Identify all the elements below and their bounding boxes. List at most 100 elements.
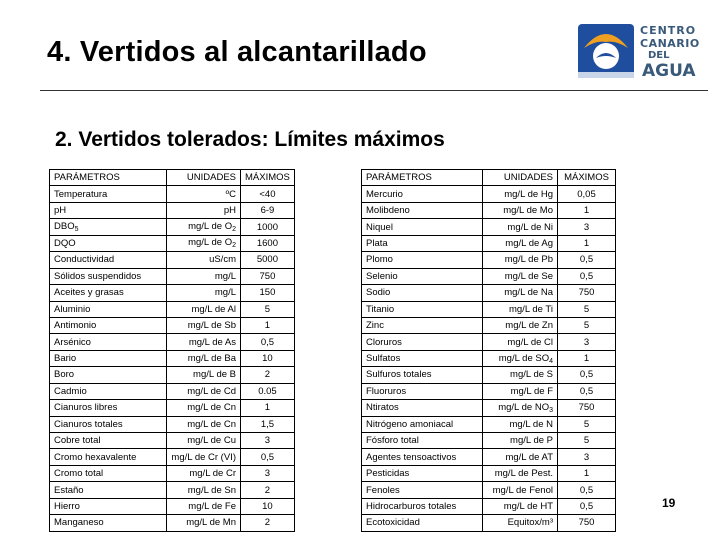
table-row: Aluminio mg/L de Al 5 <box>49 300 295 318</box>
unit-cell: mg/L de Ni <box>482 218 558 236</box>
table-row: Cobre total mg/L de Cu 3 <box>49 431 295 450</box>
unit-cell: mg/L de Pb <box>482 251 558 269</box>
limits-table-left: PARÁMETROS UNIDADES MÁXIMOS Temperatura º… <box>49 168 295 532</box>
table-row: Manganeso mg/L de Mn 2 <box>49 514 295 532</box>
parameter-cell: Plomo <box>361 251 483 269</box>
parameter-cell: Agentes tensoactivos <box>361 448 483 466</box>
parameter-cell: Sulfuros totales <box>361 366 483 384</box>
table-row: pH pH 6-9 <box>49 201 295 220</box>
unit-cell: mg/L de S <box>482 366 558 384</box>
unit-cell: mg/L de NO3 <box>482 399 558 417</box>
unit-cell: mg/L de Mo <box>482 201 558 220</box>
max-value-cell: 0,5 <box>557 382 616 401</box>
parameter-cell: Ecotoxicidad <box>361 514 483 532</box>
table-row: Plomo mg/L de Pb 0,5 <box>361 251 616 269</box>
unit-cell: mg/L de Ba <box>166 349 241 368</box>
table-header-row: PARÁMETROS UNIDADES MÁXIMOS <box>361 168 616 187</box>
table-header-row: PARÁMETROS UNIDADES MÁXIMOS <box>49 168 295 187</box>
parameter-cell: DQO <box>49 234 167 253</box>
parameter-cell: Sulfatos <box>361 349 483 368</box>
parameter-cell: Cloruros <box>361 333 483 351</box>
max-value-cell: 0,05 <box>557 185 616 203</box>
parameter-cell: DBO5 <box>49 218 167 236</box>
unit-cell: mg/L de Na <box>482 284 558 302</box>
max-value-cell: 1600 <box>240 234 295 253</box>
max-value-cell: 750 <box>557 284 616 302</box>
unit-cell: mg/L de B <box>166 366 241 384</box>
max-value-cell: 1,5 <box>240 415 295 434</box>
max-value-cell: 5 <box>557 415 616 434</box>
section-subtitle: 2. Vertidos tolerados: Límites máximos <box>55 128 445 151</box>
unit-cell: mg/L de Zn <box>482 316 558 335</box>
table-row: Cromo hexavalente mg/L de Cr (VI) 0,5 <box>49 448 295 466</box>
max-value-cell: 750 <box>557 514 616 532</box>
table-row: DQO mg/L de O2 1600 <box>49 234 295 253</box>
parameter-cell: Niquel <box>361 218 483 236</box>
table-row: Plata mg/L de Ag 1 <box>361 234 616 253</box>
max-value-cell: 5 <box>557 300 616 318</box>
max-value-cell: <40 <box>240 185 295 203</box>
logo-text-line-4: AGUA <box>642 61 696 81</box>
max-value-cell: 0,5 <box>557 481 616 499</box>
max-value-cell: 10 <box>240 497 295 516</box>
parameter-cell: Cianuros totales <box>49 415 167 434</box>
table-row: Aceites y grasas mg/L 150 <box>49 284 295 302</box>
parameter-cell: Boro <box>49 366 167 384</box>
unit-cell: mg/L de O2 <box>166 234 241 253</box>
table-row: Sólidos suspendidos mg/L 750 <box>49 267 295 286</box>
max-value-cell: 3 <box>240 431 295 450</box>
unit-cell: mg/L de Fe <box>166 497 241 516</box>
table-row: Bario mg/L de Ba 10 <box>49 349 295 368</box>
max-value-cell: 5 <box>240 300 295 318</box>
max-value-cell: 5000 <box>240 251 295 269</box>
parameter-cell: Cromo total <box>49 464 167 483</box>
max-value-cell: 0,5 <box>557 251 616 269</box>
unit-cell: mg/L de Ag <box>482 234 558 253</box>
unit-cell: Equitox/m³ <box>482 514 558 532</box>
parameter-cell: Arsénico <box>49 333 167 351</box>
max-value-cell: 1000 <box>240 218 295 236</box>
unit-cell: mg/L de Cl <box>482 333 558 351</box>
max-value-cell: 10 <box>240 349 295 368</box>
unit-cell: pH <box>166 201 241 220</box>
subscript: 3 <box>549 406 553 414</box>
max-value-cell: 1 <box>557 349 616 368</box>
header-divider <box>40 90 708 91</box>
unit-cell: mg/L de Sn <box>166 481 241 499</box>
subscript: 2 <box>232 226 236 234</box>
max-value-cell: 0.05 <box>240 382 295 401</box>
table-row: Zinc mg/L de Zn 5 <box>361 316 616 335</box>
parameter-cell: Manganeso <box>49 514 167 532</box>
table-row: Cianuros libres mg/L de Cn 1 <box>49 399 295 417</box>
unit-cell: mg/L de Pest. <box>482 464 558 483</box>
unit-cell: mg/L <box>166 267 241 286</box>
table-row: Mercurio mg/L de Hg 0,05 <box>361 185 616 203</box>
max-value-cell: 6-9 <box>240 201 295 220</box>
unit-cell: mg/L de Sb <box>166 316 241 335</box>
parameter-cell: Sólidos suspendidos <box>49 267 167 286</box>
parameter-cell: Estaño <box>49 481 167 499</box>
table-row: Niquel mg/L de Ni 3 <box>361 218 616 236</box>
max-value-cell: 2 <box>240 514 295 532</box>
unit-cell: mg/L de Cd <box>166 382 241 401</box>
unit-cell: mg/L de Cr (VI) <box>166 448 241 466</box>
unit-cell: mg/L de Mn <box>166 514 241 532</box>
max-value-cell: 5 <box>557 316 616 335</box>
table-row: Cromo total mg/L de Cr 3 <box>49 464 295 483</box>
column-header-maximos: MÁXIMOS <box>240 168 295 187</box>
table-row: Pesticidas mg/L de Pest. 1 <box>361 464 616 483</box>
table-row: Sulfatos mg/L de SO4 1 <box>361 349 616 368</box>
table-row: Hierro mg/L de Fe 10 <box>49 497 295 516</box>
parameter-cell: Nitrógeno amoniacal <box>361 415 483 434</box>
max-value-cell: 0,5 <box>240 448 295 466</box>
column-header-maximos: MÁXIMOS <box>557 168 616 187</box>
subscript: 2 <box>232 242 236 250</box>
parameter-cell: Cromo hexavalente <box>49 448 167 466</box>
max-value-cell: 1 <box>557 464 616 483</box>
parameter-cell: Hierro <box>49 497 167 516</box>
parameter-cell: Cadmio <box>49 382 167 401</box>
unit-cell: mg/L de Al <box>166 300 241 318</box>
table-row: Cloruros mg/L de Cl 3 <box>361 333 616 351</box>
